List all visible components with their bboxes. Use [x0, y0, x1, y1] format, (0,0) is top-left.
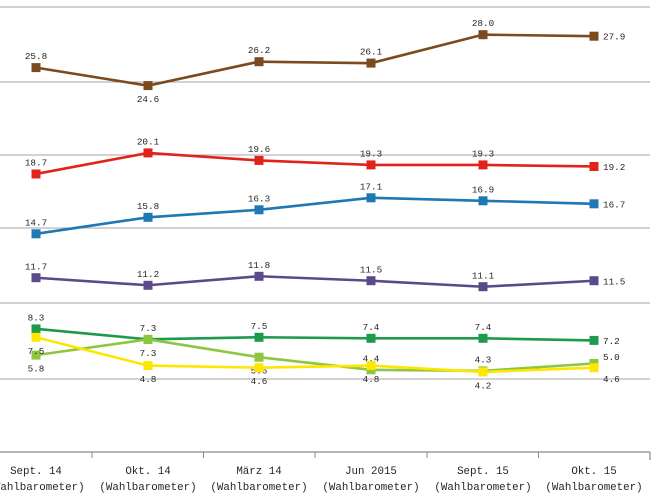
svg-text:26.2: 26.2 [248, 45, 270, 56]
svg-text:19.2: 19.2 [603, 162, 625, 173]
svg-text:Sept. 14: Sept. 14 [10, 466, 62, 478]
svg-text:15.8: 15.8 [137, 201, 159, 212]
svg-text:11.2: 11.2 [137, 269, 159, 280]
svg-text:25.8: 25.8 [25, 51, 47, 62]
svg-text:19.6: 19.6 [248, 144, 270, 155]
svg-text:7.5: 7.5 [251, 321, 268, 332]
svg-text:(Wahlbarometer): (Wahlbarometer) [210, 482, 307, 494]
svg-text:11.5: 11.5 [360, 264, 382, 275]
svg-text:(Wahlbarometer): (Wahlbarometer) [99, 482, 196, 494]
svg-text:(Wahlbarometer): (Wahlbarometer) [434, 482, 531, 494]
svg-text:27.9: 27.9 [603, 32, 625, 43]
svg-text:(Wahlbarometer): (Wahlbarometer) [545, 482, 642, 494]
svg-text:7.5: 7.5 [28, 346, 45, 357]
svg-text:7.4: 7.4 [363, 322, 380, 333]
svg-text:4.6: 4.6 [603, 374, 620, 385]
svg-text:20.1: 20.1 [137, 136, 160, 147]
svg-text:8.3: 8.3 [28, 312, 45, 323]
svg-text:Okt. 14: Okt. 14 [125, 466, 170, 478]
svg-text:16.7: 16.7 [603, 199, 625, 210]
svg-text:März 14: März 14 [236, 466, 281, 478]
svg-text:Sept. 15: Sept. 15 [457, 466, 509, 478]
svg-text:26.1: 26.1 [360, 47, 383, 58]
svg-text:19.3: 19.3 [472, 148, 494, 159]
svg-text:17.1: 17.1 [360, 181, 383, 192]
svg-text:16.3: 16.3 [248, 193, 270, 204]
svg-text:4.8: 4.8 [363, 374, 380, 385]
svg-text:4.6: 4.6 [251, 376, 268, 387]
svg-text:11.5: 11.5 [603, 276, 625, 287]
svg-text:4.2: 4.2 [475, 380, 492, 391]
svg-text:7.4: 7.4 [475, 322, 492, 333]
svg-text:28.0: 28.0 [472, 18, 494, 29]
svg-text:5.8: 5.8 [28, 364, 45, 375]
svg-text:16.9: 16.9 [472, 184, 494, 195]
svg-text:7.3: 7.3 [140, 348, 157, 359]
svg-text:11.7: 11.7 [25, 261, 47, 272]
svg-text:18.7: 18.7 [25, 157, 47, 168]
svg-text:7.3: 7.3 [140, 323, 157, 334]
svg-text:11.8: 11.8 [248, 260, 270, 271]
svg-text:19.3: 19.3 [360, 148, 382, 159]
svg-text:4.8: 4.8 [140, 374, 157, 385]
svg-text:4.3: 4.3 [475, 354, 492, 365]
svg-text:11.1: 11.1 [472, 270, 495, 281]
svg-text:Okt. 15: Okt. 15 [571, 466, 616, 478]
svg-text:Jun 2015: Jun 2015 [345, 466, 397, 478]
svg-text:(Wahlbarometer): (Wahlbarometer) [322, 482, 419, 494]
svg-text:7.2: 7.2 [603, 336, 620, 347]
svg-text:5.0: 5.0 [603, 352, 620, 363]
svg-text:24.6: 24.6 [137, 94, 159, 105]
svg-text:(Wahlbarometer): (Wahlbarometer) [0, 482, 85, 494]
svg-text:14.7: 14.7 [25, 217, 47, 228]
